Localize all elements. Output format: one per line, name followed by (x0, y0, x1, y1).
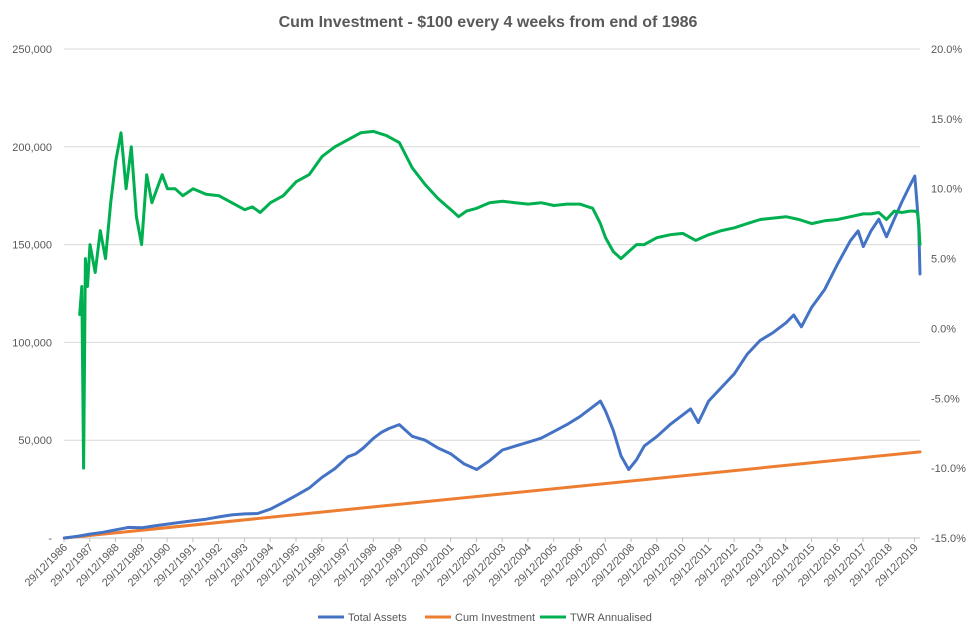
legend-label-cum-investment: Cum Investment (455, 612, 535, 624)
left-tick-label: 250,000 (12, 44, 52, 56)
left-axis-ticks: - 50,000 100,000 150,000 200,000 250,000 (12, 44, 52, 545)
x-axis-ticks: 29/12/198629/12/198729/12/198829/12/1989… (23, 538, 921, 589)
right-tick-label: 10.0% (931, 184, 962, 196)
left-tick-label: - (48, 533, 52, 545)
series-line-cum-investment (62, 450, 922, 540)
gridlines (64, 48, 920, 539)
right-tick-label: 15.0% (931, 114, 962, 126)
right-axis-ticks: -15.0% -10.0% -5.0% 0.0% 5.0% 10.0% 15.0% 20.0% (931, 44, 966, 545)
legend: Total Assets Cum Investment TWR Annualised (318, 612, 652, 624)
series-line-total-assets (62, 174, 922, 540)
right-tick-label: 0.0% (931, 323, 956, 335)
left-tick-label: 100,000 (12, 337, 52, 349)
series-line-twr-annualised (78, 129, 922, 470)
right-tick-label: -10.0% (931, 463, 966, 475)
legend-label-twr-annualised: TWR Annualised (570, 612, 652, 624)
series-lines (62, 129, 922, 540)
right-tick-label: -15.0% (931, 533, 966, 545)
left-tick-label: 200,000 (12, 142, 52, 154)
right-tick-label: 5.0% (931, 254, 956, 266)
left-tick-label: 150,000 (12, 240, 52, 252)
left-tick-label: 50,000 (18, 435, 52, 447)
right-tick-label: -5.0% (931, 393, 960, 405)
chart-title: Cum Investment - $100 every 4 weeks from… (279, 14, 698, 31)
right-tick-label: 20.0% (931, 44, 962, 56)
legend-label-total-assets: Total Assets (348, 612, 407, 624)
